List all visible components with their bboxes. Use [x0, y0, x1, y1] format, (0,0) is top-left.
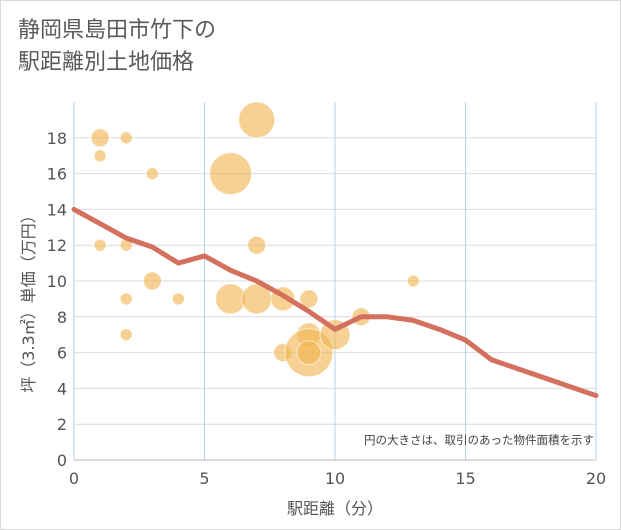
data-bubble: [247, 235, 267, 255]
y-tick-label: 12: [47, 236, 67, 255]
data-bubble: [171, 292, 185, 306]
data-bubble: [119, 131, 133, 145]
data-bubble: [238, 101, 276, 139]
y-tick-label: 8: [57, 308, 67, 327]
data-bubble: [406, 274, 420, 288]
data-bubble: [93, 238, 107, 252]
y-tick-label: 16: [47, 165, 67, 184]
bubble-layer: [90, 101, 420, 378]
data-bubble: [299, 289, 319, 309]
x-axis-label: 駅距離（分）: [287, 499, 383, 518]
data-bubble: [119, 328, 133, 342]
data-bubble: [215, 283, 247, 315]
data-bubble: [209, 152, 253, 196]
y-tick-label: 6: [57, 344, 67, 363]
x-tick-label: 15: [455, 469, 475, 488]
y-axis-label: 坪（3.3㎡）単価（万円）: [19, 207, 38, 392]
bubble-size-note: 円の大きさは、取引のあった物件面積を示す: [364, 433, 594, 447]
x-tick-label: 20: [586, 469, 606, 488]
y-tick-label: 14: [47, 200, 67, 219]
y-tick-label: 0: [57, 451, 67, 470]
y-tick-label: 2: [57, 415, 67, 434]
y-tick-label: 18: [47, 129, 67, 148]
data-bubble: [90, 128, 110, 148]
chart-title: 静岡県島田市竹下の 駅距離別土地価格: [18, 18, 217, 75]
tick-labels: 0 2 4 6 8 10 12 14 16 18 0 5 10 15 20: [47, 129, 607, 488]
x-tick-label: 10: [325, 469, 345, 488]
data-bubble: [93, 149, 107, 163]
data-bubble: [296, 340, 322, 366]
grid-lines: [73, 102, 597, 461]
y-tick-label: 4: [57, 379, 67, 398]
trend-line: [71, 206, 599, 399]
data-bubble: [119, 292, 133, 306]
x-tick-label: 0: [69, 469, 79, 488]
x-tick-label: 5: [199, 469, 209, 488]
data-bubble: [142, 271, 162, 291]
data-bubble: [145, 167, 159, 181]
trend-layer: [71, 206, 599, 399]
y-tick-label: 10: [47, 272, 67, 291]
